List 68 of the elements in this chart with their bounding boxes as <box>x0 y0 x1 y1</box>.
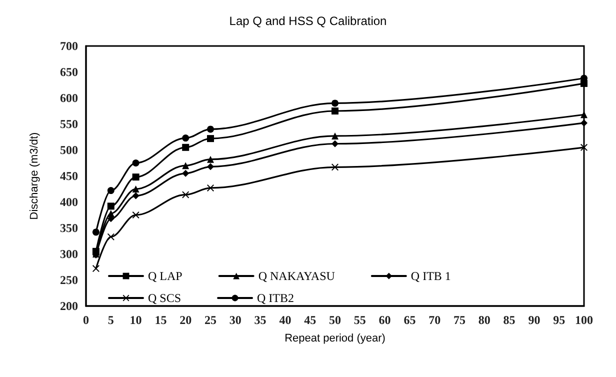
point <box>132 186 140 192</box>
y-tick-label: 550 <box>60 117 78 131</box>
point <box>132 192 140 200</box>
point <box>332 164 338 171</box>
y-tick-label: 250 <box>60 273 78 287</box>
x-tick-label: 90 <box>528 313 540 327</box>
point <box>207 184 214 192</box>
point <box>332 132 338 140</box>
x-tick-label: 60 <box>378 313 391 327</box>
y-tick-label: 350 <box>60 221 78 235</box>
x-tick-label: 75 <box>454 313 466 327</box>
point <box>182 170 190 177</box>
x-tick-label: 35 <box>254 313 266 327</box>
x-tick-label: 50 <box>329 313 341 327</box>
y-tick-label: 400 <box>60 195 78 209</box>
point <box>580 111 588 118</box>
x-tick-label: 80 <box>478 313 490 327</box>
x-tick-label: 0 <box>83 313 89 327</box>
x-axis-title: Repeat period (year) <box>284 332 386 344</box>
point <box>182 144 190 151</box>
x-tick-label: 95 <box>553 313 566 327</box>
chart-title: Lap Q and HSS Q Calibration <box>229 14 387 28</box>
point <box>107 202 114 210</box>
point <box>92 228 100 236</box>
point <box>332 140 338 148</box>
point <box>332 108 338 114</box>
x-tick-label: 25 <box>204 313 216 327</box>
x-tick-label: 65 <box>404 313 416 327</box>
x-tick-label: 20 <box>180 313 192 327</box>
point <box>132 174 140 181</box>
point <box>182 191 190 198</box>
point <box>132 212 140 218</box>
legend-label: Q NAKAYASU <box>258 269 336 283</box>
x-tick-label: 30 <box>229 313 242 327</box>
x-tick-label: 55 <box>354 313 366 327</box>
y-axis-title: Discharge (m3/dt) <box>28 132 40 220</box>
legend-label: Q SCS <box>148 291 182 305</box>
legend-label: Q ITB2 <box>257 291 294 305</box>
point <box>182 134 190 142</box>
y-tick-label: 300 <box>60 247 78 261</box>
x-tick-label: 85 <box>503 313 516 327</box>
x-tick-label: 70 <box>428 313 441 327</box>
x-tick-label: 45 <box>304 313 316 327</box>
point <box>207 126 214 133</box>
point <box>107 233 114 240</box>
point <box>132 160 140 166</box>
point <box>182 162 190 170</box>
y-tick-label: 650 <box>60 65 78 79</box>
y-tick-label: 700 <box>60 39 78 53</box>
legend-label: Q ITB 1 <box>410 269 451 283</box>
y-tick-label: 500 <box>60 143 78 157</box>
y-tick-label: 600 <box>60 91 78 105</box>
x-tick-label: 5 <box>108 313 114 327</box>
point <box>207 156 214 163</box>
point <box>580 119 588 126</box>
x-tick-label: 10 <box>130 313 142 327</box>
y-tick-label: 450 <box>60 169 78 183</box>
point <box>207 135 214 142</box>
point <box>107 187 114 194</box>
point <box>332 100 338 107</box>
y-tick-label: 200 <box>60 299 78 313</box>
x-tick-label: 100 <box>575 313 593 327</box>
x-tick-label: 15 <box>154 313 167 327</box>
point <box>207 163 214 170</box>
point <box>580 144 588 151</box>
point <box>92 265 100 272</box>
legend-label: Q LAP <box>148 269 183 283</box>
x-tick-label: 40 <box>279 313 292 327</box>
